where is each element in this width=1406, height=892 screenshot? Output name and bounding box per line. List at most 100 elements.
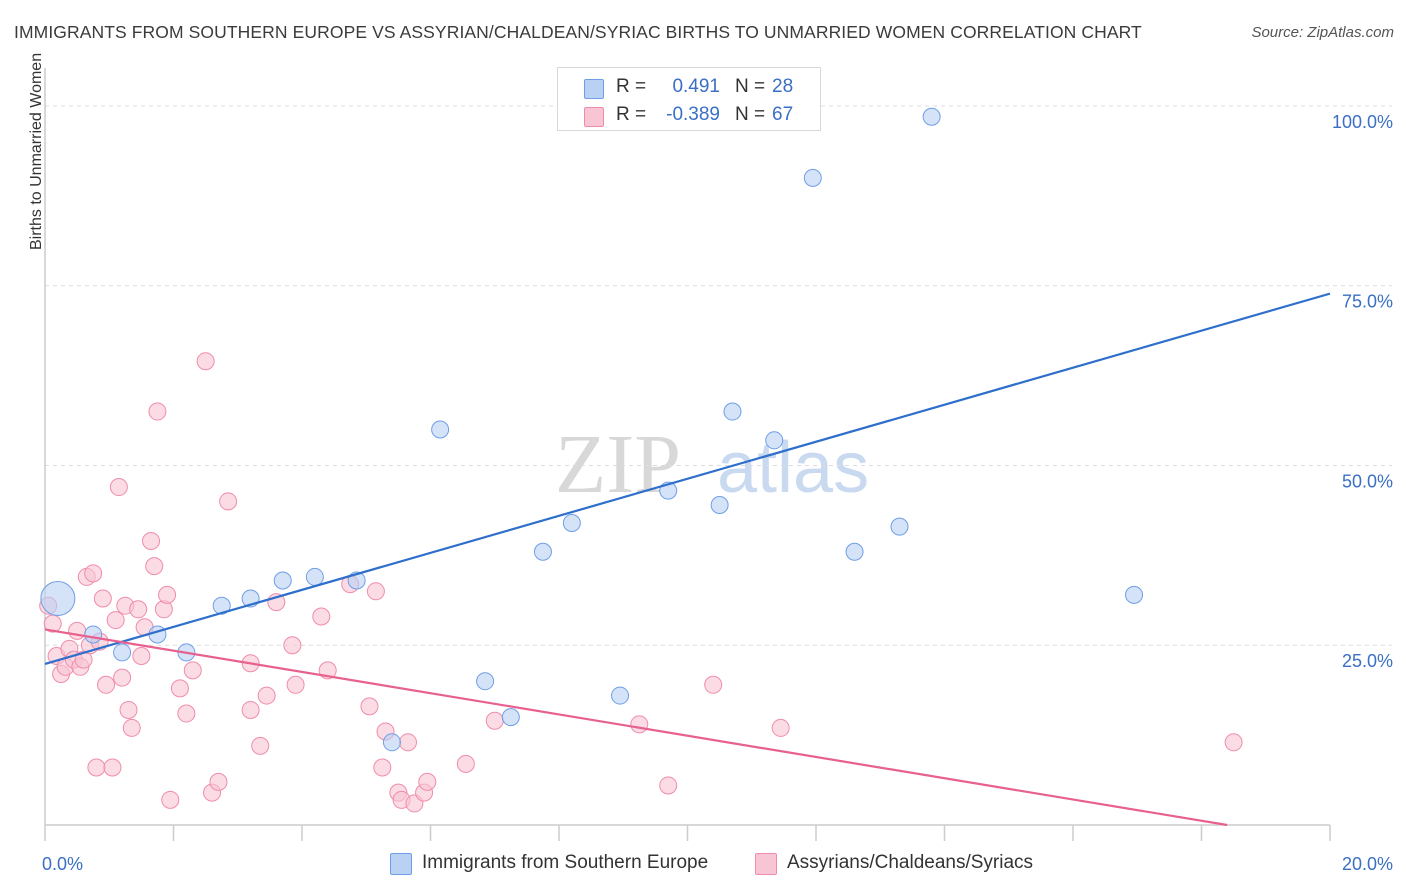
data-point-assyrians [360,697,379,716]
data-point-assyrians [399,733,418,752]
data-point-southern-europe [611,686,630,705]
data-point-assyrians [312,607,331,626]
data-point-assyrians [158,585,177,604]
data-point-southern-europe [148,625,167,644]
legend-n-value-blue: 28 [772,76,794,97]
trend-line-assyrians [44,628,1228,827]
data-point-southern-europe [501,708,520,727]
data-point-southern-europe [803,168,822,187]
legend-item-assyrians: Assyrians/Chaldeans/Syriacs [755,850,1075,878]
data-point-southern-europe [562,514,581,532]
data-point-assyrians [283,636,302,655]
data-point-assyrians [257,686,276,705]
data-point-assyrians [103,758,122,777]
trend-line-southern-europe [44,292,1331,665]
x-tick-label: 20.0% [1342,854,1393,874]
data-point-southern-europe [84,625,103,644]
data-point-assyrians [170,679,189,698]
legend-r-label: R = [616,104,647,125]
data-point-southern-europe [431,420,450,439]
data-point-southern-europe [922,107,941,126]
data-point-southern-europe [273,571,292,590]
data-point-assyrians [286,675,305,694]
data-point-assyrians [630,715,649,734]
data-point-assyrians [241,700,260,719]
data-point-southern-europe [533,542,552,561]
data-point-assyrians [97,675,116,694]
legend-item-southern-europe: Immigrants from Southern Europe [390,850,730,878]
data-point-assyrians [771,718,790,737]
data-point-assyrians [113,668,132,687]
data-point-assyrians [183,661,202,680]
legend-swatch-blue [390,853,412,875]
chart-title: IMMIGRANTS FROM SOUTHERN EUROPE VS ASSYR… [14,22,1142,42]
data-point-assyrians [373,758,392,777]
y-tick-label: 75.0% [1342,292,1393,312]
data-point-assyrians [161,790,180,809]
data-point-assyrians [456,754,475,773]
legend-row-pink: R = -0.389 N = 67 [558,100,820,130]
source-label: Source: ZipAtlas.com [1251,24,1394,41]
data-point-assyrians [704,675,723,694]
data-point-southern-europe [1125,585,1144,604]
y-tick-label: 100.0% [1332,112,1393,132]
legend-n-label: N = [735,76,766,97]
x-tick-label: 0.0% [42,854,83,874]
legend-r-value-pink: -0.389 [666,104,720,125]
data-point-assyrians [209,772,228,791]
data-point-southern-europe [113,643,132,662]
series-assyrians-points [39,352,1243,813]
trend-lines [44,292,1331,827]
legend-r-label: R = [616,76,647,97]
data-point-assyrians [418,772,437,791]
legend-label-assyrians: Assyrians/Chaldeans/Syriacs [787,852,1034,873]
legend-swatch-pink [755,853,777,875]
data-point-assyrians [196,352,215,371]
legend-swatch-pink [584,107,604,127]
watermark-atlas: atlas [717,428,869,508]
data-point-assyrians [177,704,196,723]
data-point-southern-europe [890,517,909,536]
axes [44,68,1331,841]
data-point-southern-europe [710,496,729,515]
data-point-assyrians [87,758,106,777]
data-point-southern-europe [382,733,401,752]
data-point-assyrians [119,700,138,719]
y-axis-label: Births to Unmarried Women [28,52,45,250]
correlation-legend: R = 0.491 N = 28 R = -0.389 N = 67 [557,67,821,131]
data-point-assyrians [132,647,151,666]
data-point-southern-europe [212,596,231,615]
legend-row-blue: R = 0.491 N = 28 [558,72,820,102]
data-point-assyrians [129,600,148,619]
data-point-assyrians [106,611,125,630]
data-point-assyrians [251,736,270,755]
data-point-assyrians [366,582,385,601]
data-point-assyrians [109,478,128,497]
legend-r-value-blue: 0.491 [672,76,720,97]
tick-labels: 25.0% 50.0% 75.0% 100.0% 0.0% 20.0% [42,112,1393,874]
legend-label-southern-europe: Immigrants from Southern Europe [422,852,709,873]
data-point-assyrians [219,492,238,511]
data-point-southern-europe [723,402,742,421]
y-tick-label: 25.0% [1342,651,1393,671]
data-point-assyrians [485,711,504,730]
data-point-assyrians [84,564,103,583]
watermark-zip: ZIP [555,418,681,511]
data-point-southern-europe [845,542,864,561]
gridlines [45,105,1392,646]
y-tick-label: 50.0% [1342,471,1393,491]
data-point-assyrians [659,776,678,795]
data-point-assyrians [148,402,167,421]
data-point-assyrians [122,718,141,737]
data-point-southern-europe [476,672,495,691]
data-point-southern-europe [40,581,76,616]
legend-n-label: N = [735,104,766,125]
legend-swatch-blue [584,79,604,99]
data-point-southern-europe [765,431,784,450]
data-point-assyrians [145,557,164,576]
data-point-assyrians [142,531,161,550]
data-point-southern-europe [305,567,324,586]
data-point-assyrians [93,589,112,608]
legend-n-value-pink: 67 [772,104,794,125]
